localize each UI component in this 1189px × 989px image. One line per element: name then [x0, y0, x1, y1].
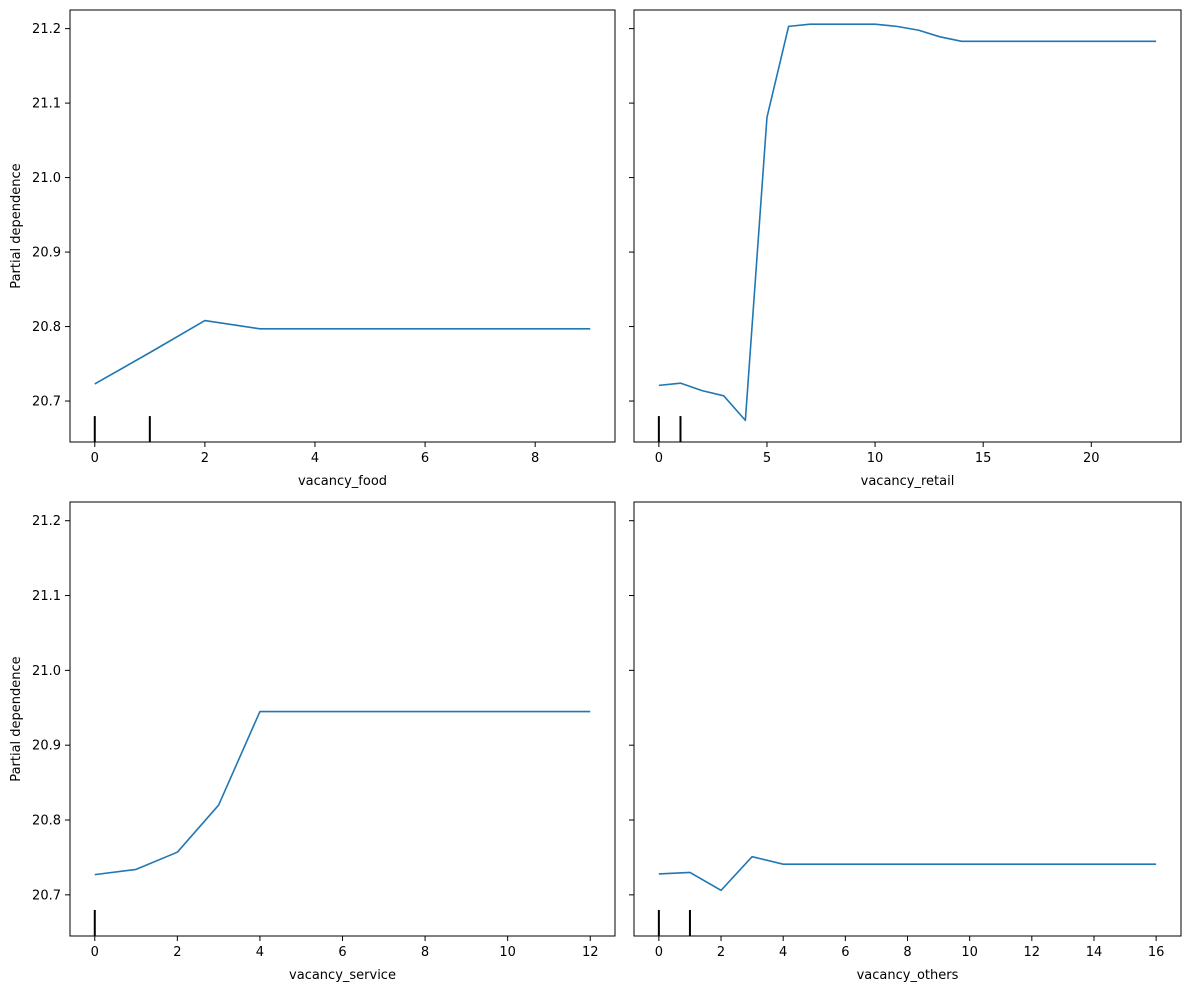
x-tick-label: 12 [582, 945, 599, 960]
x-tick-label: 12 [1024, 945, 1041, 960]
pd-line-service [94, 710, 591, 876]
axes-frame [69, 9, 616, 443]
pd-line-retail [658, 23, 1157, 422]
x-axis-label: vacancy_retail [861, 474, 955, 489]
x-tick-label: 8 [903, 945, 911, 960]
x-tick-label: 15 [975, 451, 992, 466]
x-tick-label: 2 [173, 945, 181, 960]
y-tick-label: 20.9 [32, 246, 61, 261]
x-tick-label: 10 [499, 945, 516, 960]
subplot-service: 0 2 4 6 8 10 12 20.7 20.8 20.9 21.0 21.1 21.2 vacancy… [9, 501, 616, 983]
axes-frame [69, 501, 616, 937]
x-tick-label: 0 [91, 945, 99, 960]
pd-line-others [658, 855, 1157, 892]
x-tick-label: 6 [338, 945, 346, 960]
y-tick-label: 20.7 [32, 888, 61, 903]
y-tick-label: 21.2 [32, 514, 61, 529]
y-tick-label: 21.0 [32, 664, 61, 679]
x-tick-label: 10 [867, 451, 884, 466]
y-axis-label: Partial dependence [9, 656, 24, 781]
y-tick-label: 20.9 [32, 739, 61, 754]
pd-line-food [94, 319, 591, 385]
x-tick-label: 14 [1086, 945, 1103, 960]
x-tick-label: 16 [1148, 945, 1165, 960]
axes-frame [633, 501, 1182, 937]
y-tick-label: 21.0 [32, 171, 61, 186]
x-tick-label: 4 [311, 451, 319, 466]
x-tick-label: 6 [421, 451, 429, 466]
y-tick-label: 21.2 [32, 22, 61, 37]
x-tick-label: 6 [841, 945, 849, 960]
x-tick-label: 2 [717, 945, 725, 960]
y-tick-label: 20.7 [32, 395, 61, 410]
y-tick-label: 21.1 [32, 589, 61, 604]
x-tick-label: 4 [256, 945, 264, 960]
x-tick-label: 2 [201, 451, 209, 466]
y-tick-label: 20.8 [32, 320, 61, 335]
y-axis-label: Partial dependence [9, 163, 24, 288]
y-tick-label: 20.8 [32, 814, 61, 829]
x-tick-label: 10 [961, 945, 978, 960]
subplot-retail: 0 5 10 15 20 vacancy_retail [629, 9, 1182, 489]
x-tick-label: 20 [1083, 451, 1100, 466]
x-tick-label: 0 [655, 451, 663, 466]
axes-frame [633, 9, 1182, 443]
x-tick-label: 8 [531, 451, 539, 466]
x-axis-label: vacancy_service [289, 968, 396, 983]
x-tick-label: 0 [655, 945, 663, 960]
x-axis-label: vacancy_food [298, 474, 387, 489]
x-tick-label: 0 [91, 451, 99, 466]
x-axis-label: vacancy_others [857, 968, 959, 983]
x-tick-label: 8 [421, 945, 429, 960]
subplot-food: 0 2 4 6 8 20.7 20.8 20.9 21.0 21.1 21.2 vacancy_foo… [9, 9, 616, 489]
x-tick-label: 4 [779, 945, 787, 960]
subplot-others: 0 2 4 6 8 10 12 14 16 vacancy_others [629, 501, 1182, 983]
y-tick-label: 21.1 [32, 97, 61, 112]
x-tick-label: 5 [763, 451, 771, 466]
